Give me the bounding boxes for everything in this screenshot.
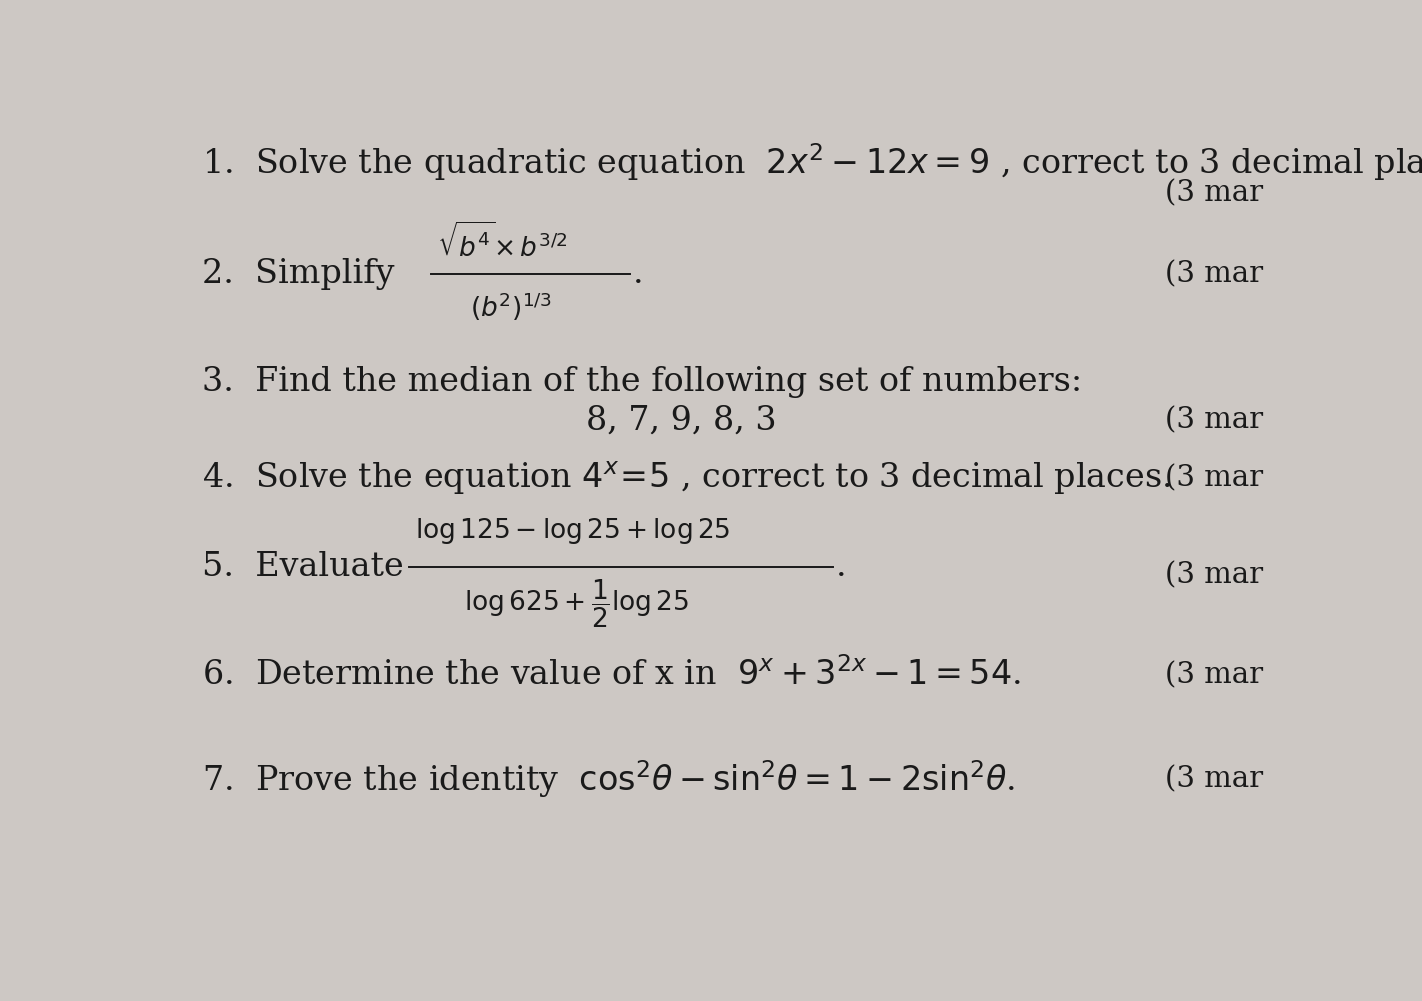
Text: 6.  Determine the value of x in  $9^x + 3^{2x} - 1 = 54$.: 6. Determine the value of x in $9^x + 3^… [202,658,1021,693]
Text: (3 mar: (3 mar [1165,561,1263,589]
Text: $(b^2)^{1/3}$: $(b^2)^{1/3}$ [469,290,552,323]
Text: 8, 7, 9, 8, 3: 8, 7, 9, 8, 3 [586,404,776,436]
Text: $\sqrt{b^4}{\times}\, b^{3/2}$: $\sqrt{b^4}{\times}\, b^{3/2}$ [437,222,567,261]
Text: 2.  Simplify: 2. Simplify [202,258,394,290]
Text: 7.  Prove the identity  $\cos^2\!\theta - \sin^2\!\theta = 1 - 2\sin^2\!\theta$.: 7. Prove the identity $\cos^2\!\theta - … [202,758,1015,800]
Text: 3.  Find the median of the following set of numbers:: 3. Find the median of the following set … [202,366,1082,398]
Text: (3 mar: (3 mar [1165,765,1263,793]
Text: 4.  Solve the equation $4^x\! =\! 5$ , correct to 3 decimal places.: 4. Solve the equation $4^x\! =\! 5$ , co… [202,459,1170,497]
Text: $\log 125 - \log 25 + \log 25$: $\log 125 - \log 25 + \log 25$ [415,516,729,546]
Text: (3 mar: (3 mar [1165,179,1263,207]
Text: (3 mar: (3 mar [1165,406,1263,434]
Text: (3 mar: (3 mar [1165,661,1263,689]
Text: (3 mar: (3 mar [1165,464,1263,492]
Text: (3 mar: (3 mar [1165,260,1263,288]
Text: $\log 625 + \dfrac{1}{2}\log 25$: $\log 625 + \dfrac{1}{2}\log 25$ [464,578,690,630]
Text: .: . [836,552,846,584]
Text: .: . [633,258,644,290]
Text: 5.  Evaluate: 5. Evaluate [202,552,404,584]
Text: 1.  Solve the quadratic equation  $2x^2 - 12x = 9$ , correct to 3 decimal places: 1. Solve the quadratic equation $2x^2 - … [202,141,1422,183]
